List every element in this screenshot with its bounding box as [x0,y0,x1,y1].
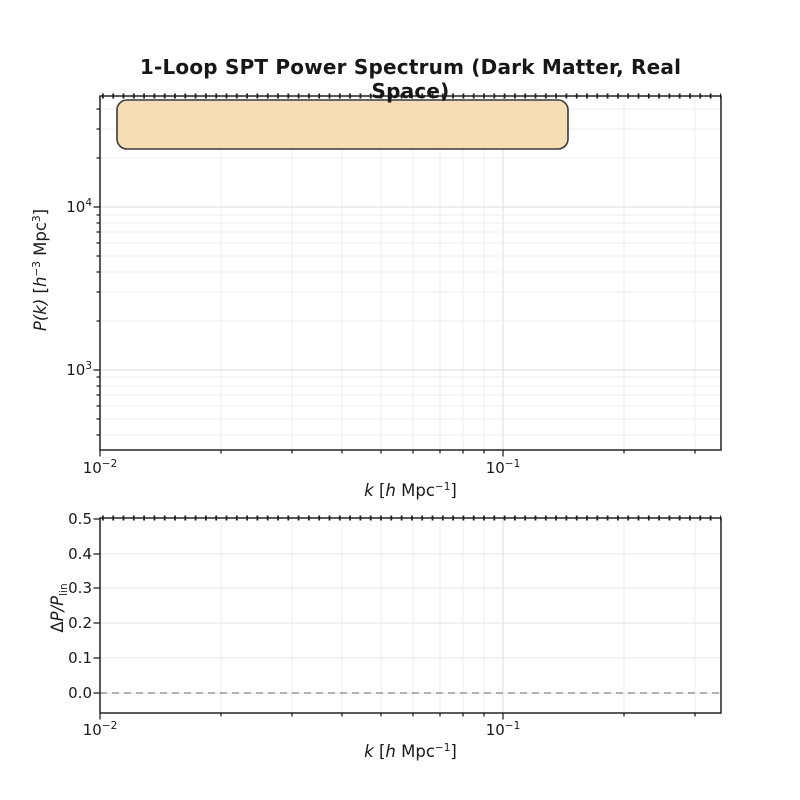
bottom-grid-x-minor [220,518,696,713]
top-x-tick-1e-1: 10−1 [485,458,521,477]
bottom-y-tick-03: 0.3 [68,579,92,597]
top-y-tick-1e3: 103 [66,360,92,379]
bottom-y-tick-00: 0.0 [68,684,92,702]
bottom-panel-x-ticks [99,713,696,720]
top-grid-x-minor [220,96,696,450]
top-y-tick-1e4: 104 [66,197,92,216]
bottom-x-tick-1e-1: 10−1 [485,720,521,739]
top-panel-y-ticks [93,108,100,436]
bottom-x-tick-1e-2: 10−2 [82,720,118,739]
bottom-panel-y-ticks [93,518,100,694]
top-grid-y-major [100,206,721,371]
legend-box [116,99,569,150]
top-panel-axes [93,93,722,457]
bottom-y-axis-label: ΔP/Plin [48,583,70,633]
bottom-panel-frame [99,517,722,714]
top-x-axis-label: k [h Mpc−1] [364,481,457,500]
bottom-panel-axes [93,515,722,720]
bottom-grid-y [100,553,721,694]
chart-title: 1-Loop SPT Power Spectrum (Dark Matter, … [139,55,682,103]
top-y-axis-label: P(k) [h−3 Mpc3] [31,208,50,332]
bottom-y-tick-05: 0.5 [68,510,92,528]
top-x-tick-1e-2: 10−2 [82,458,118,477]
top-panel-x-ticks [99,450,696,457]
bottom-x-axis-label: k [h Mpc−1] [364,742,457,761]
bottom-y-tick-02: 0.2 [68,614,92,632]
top-panel-frame [99,95,722,451]
bottom-y-tick-01: 0.1 [68,649,92,667]
bottom-y-tick-04: 0.4 [68,545,92,563]
top-grid-y-minor [100,108,721,436]
